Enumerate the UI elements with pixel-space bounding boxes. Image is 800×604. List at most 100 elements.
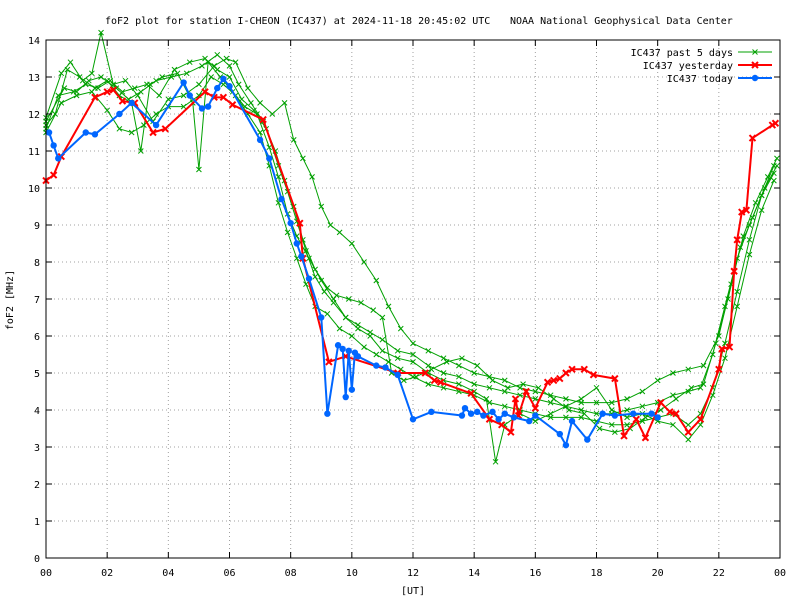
series-0-line <box>45 57 775 415</box>
legend-label: IC437 today <box>667 74 733 85</box>
series-0-point <box>520 381 526 387</box>
series-1-point <box>666 408 674 416</box>
series-0-point <box>428 366 435 373</box>
series-2-point <box>584 436 591 443</box>
series-2-point <box>654 414 661 421</box>
series-2-point <box>373 362 380 369</box>
series-1-point <box>549 376 558 385</box>
series-2-point <box>480 412 487 419</box>
series-2-point <box>532 412 539 419</box>
series-1-point <box>641 434 650 442</box>
series-1-point <box>507 428 515 436</box>
series-1-point <box>149 128 157 137</box>
series-0-point <box>165 96 172 103</box>
series-0-point <box>639 388 646 395</box>
series-0-point <box>116 92 123 99</box>
series-0-point <box>98 74 104 80</box>
series-0-point <box>128 129 135 136</box>
series-0-point <box>688 384 695 391</box>
series-0-point <box>244 85 251 91</box>
series-0-point <box>208 74 215 80</box>
series-0-point <box>639 403 646 410</box>
series-0-point <box>670 370 676 376</box>
series-1-point <box>421 369 429 377</box>
series-0-point <box>758 207 765 214</box>
series-0-point <box>55 92 62 99</box>
y-axis-label: foF2 [MHz] <box>5 270 16 330</box>
series-0-point <box>342 314 349 321</box>
series-0-point <box>578 407 585 413</box>
series-1-point <box>325 358 333 366</box>
series-2-point <box>256 136 264 144</box>
series-0-point <box>367 333 374 339</box>
series-2-point <box>495 416 502 423</box>
series-1-point <box>738 208 746 216</box>
series-0-point <box>269 111 276 117</box>
series-2-point <box>599 410 606 417</box>
series-0-point <box>303 281 309 288</box>
series-0-point <box>642 414 649 421</box>
series-0-point <box>501 403 508 410</box>
series-0-point <box>394 355 401 362</box>
series-1-point <box>580 365 588 374</box>
series-1-point <box>497 421 506 429</box>
series-0-point <box>180 103 187 110</box>
x-tick-label: 16 <box>529 568 541 579</box>
series-2-point <box>198 105 206 112</box>
series-0-point <box>443 359 450 365</box>
series-0-point <box>336 229 343 236</box>
series-0-point <box>593 399 600 406</box>
series-0-point <box>547 410 554 417</box>
series-1-point <box>748 134 757 142</box>
series-0-point <box>425 362 432 369</box>
series-0-point <box>104 77 111 84</box>
series-0-point <box>486 399 493 406</box>
series-0-point <box>593 410 600 417</box>
series-0-point <box>483 396 490 402</box>
series-0-point <box>324 310 331 317</box>
series-2-point <box>342 393 349 401</box>
series-0-point <box>492 458 499 465</box>
series-0-point <box>670 392 676 399</box>
series-0-point <box>373 277 380 284</box>
series-0-point <box>104 107 111 114</box>
series-2-point <box>293 240 300 247</box>
series-1-point <box>201 88 209 96</box>
series-0-point <box>361 344 367 350</box>
series-2-point <box>152 121 160 129</box>
series-0-point <box>593 384 600 391</box>
series-0-point <box>532 418 539 424</box>
series-2-point <box>324 410 331 417</box>
y-tick-label: 11 <box>28 147 40 158</box>
series-0-point <box>67 59 74 66</box>
series-0-point <box>235 81 242 88</box>
series-0-point <box>624 421 630 428</box>
series-2-point <box>334 342 342 349</box>
series-0-point <box>361 259 367 265</box>
series-2-point <box>266 155 273 162</box>
series-0-point <box>327 222 334 228</box>
series-0-point <box>223 55 230 62</box>
series-0-point <box>456 381 462 387</box>
series-0-point <box>137 88 144 95</box>
series-0-point <box>425 347 432 354</box>
series-0-point <box>504 384 511 391</box>
series-0-point <box>746 236 753 243</box>
series-0-point <box>624 396 630 402</box>
series-0-point <box>312 266 318 273</box>
series-2 <box>45 75 661 449</box>
x-tick-label: 12 <box>407 568 419 579</box>
series-2-point <box>287 219 294 227</box>
series-0-point <box>324 285 331 291</box>
y-tick-label: 3 <box>34 443 40 454</box>
series-0-point <box>92 85 98 91</box>
series-1-point <box>259 115 267 124</box>
series-0-point <box>746 251 753 258</box>
series-2-point <box>82 129 89 136</box>
x-tick-label: 10 <box>346 568 358 579</box>
series-0-point <box>774 162 780 169</box>
series-0-point <box>89 70 95 77</box>
series-0-point <box>624 407 630 413</box>
